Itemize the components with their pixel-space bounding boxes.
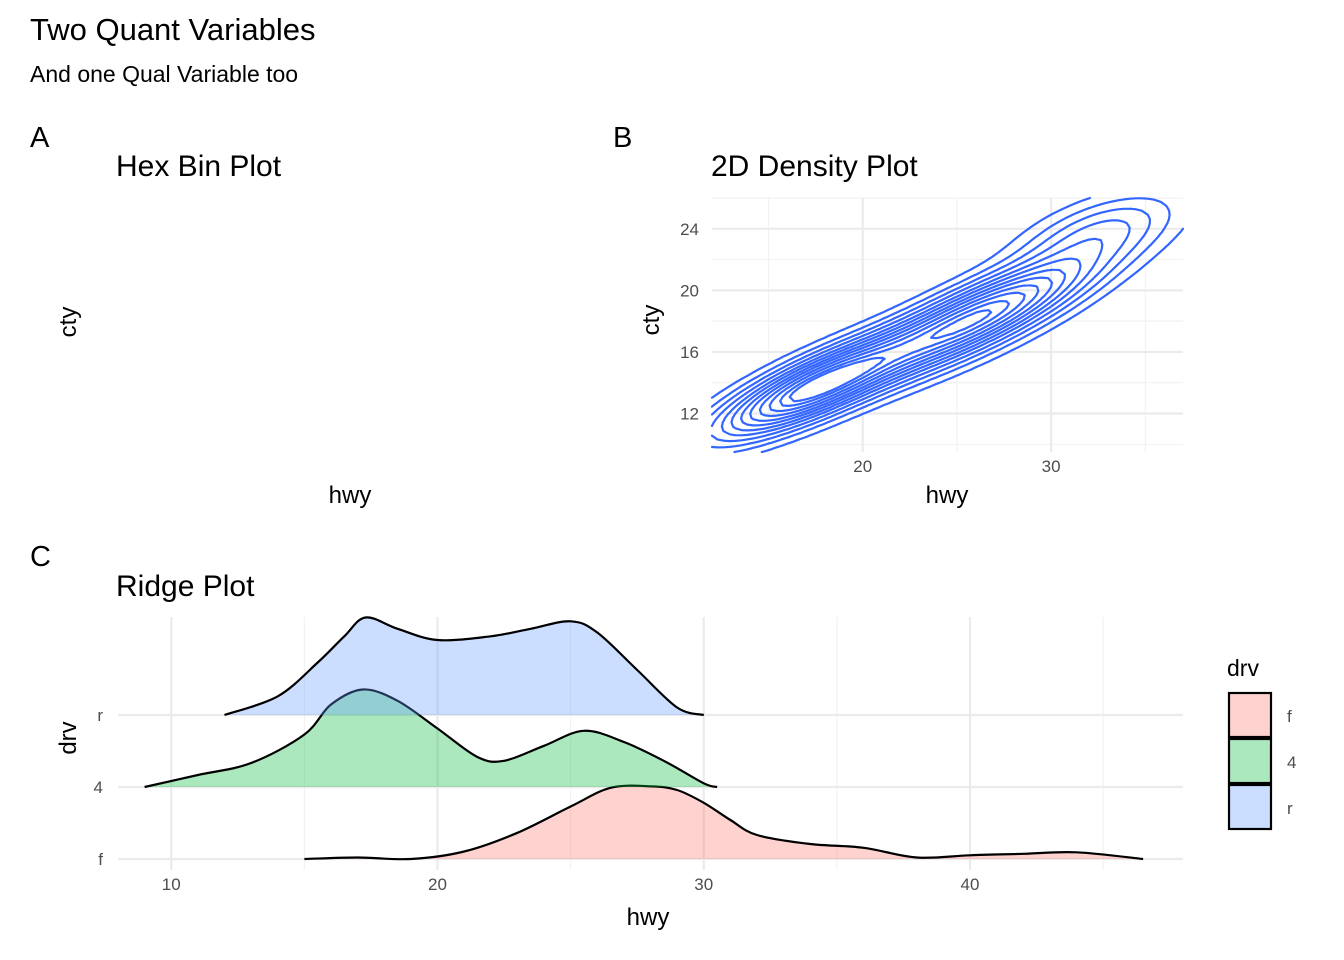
ridge-line-4 (144, 688, 718, 789)
panel-b-title: 2D Density Plot (711, 150, 918, 183)
density-contour (779, 300, 1010, 407)
x-tick-label: 10 (162, 875, 181, 894)
y-tick-label: 16 (680, 343, 699, 362)
panel-c-legend: drv f 4 r (1227, 655, 1296, 831)
panel-c-tag: C (30, 541, 51, 573)
panel-a-tag: A (30, 122, 50, 154)
panel-b: B 2D Density Plot 20 30 12 16 20 24 hwy cty (613, 122, 1185, 509)
panel-a-xlabel: hwy (329, 482, 372, 509)
figure-title: Two Quant Variables (30, 12, 315, 47)
ridge-fill-4 (144, 689, 718, 787)
density-contour (758, 284, 1040, 418)
panel-b-xlabel: hwy (926, 482, 969, 509)
density-contour (710, 197, 1171, 454)
density-contour (710, 196, 1185, 454)
ridge-fill-f (304, 785, 1144, 860)
x-tick-label: 20 (853, 457, 872, 476)
panel-b-ylabel: cty (638, 305, 665, 336)
ridge-line-f (304, 784, 1144, 861)
panel-b-tick-labels: 20 30 12 16 20 24 (680, 220, 1061, 476)
y-tick-label: 20 (680, 281, 699, 300)
y-tick-label: 12 (680, 405, 699, 424)
panel-a-title: Hex Bin Plot (116, 150, 282, 183)
density-contour (768, 291, 1026, 413)
density-contour (710, 219, 1131, 443)
legend-key-4 (1227, 737, 1273, 785)
panel-b-tag: B (613, 122, 632, 154)
panel-a-ylabel: cty (55, 307, 82, 338)
legend-key-r (1227, 783, 1273, 831)
density-contour (749, 276, 1054, 422)
panel-c-tick-labels: 10 20 30 40 f 4 r (94, 706, 980, 894)
x-tick-label: 30 (1042, 457, 1061, 476)
panel-c-gridlines (118, 617, 1183, 870)
y-tick-label: 4 (94, 778, 103, 797)
legend-label-4: 4 (1287, 753, 1296, 772)
legend-key-f (1227, 691, 1273, 739)
figure-subtitle: And one Qual Variable too (30, 61, 298, 87)
ridge-fill-r (224, 617, 704, 715)
legend-keys: f 4 r (1227, 691, 1296, 831)
density-contour (710, 207, 1151, 449)
density-contour (740, 268, 1066, 427)
x-tick-label: 40 (961, 875, 980, 894)
y-tick-label: 24 (680, 220, 699, 239)
y-tick-label: f (98, 850, 103, 869)
legend-title: drv (1227, 655, 1259, 681)
density-contour (720, 237, 1104, 437)
x-tick-label: 30 (694, 875, 713, 894)
panel-c-title: Ridge Plot (116, 570, 255, 603)
panel-c-xlabel: hwy (627, 904, 670, 931)
panel-a: A Hex Bin Plot hwy cty (30, 122, 371, 509)
panel-b-contours (710, 196, 1185, 454)
legend-label-f: f (1287, 707, 1292, 726)
panel-c-ylabel: drv (55, 721, 82, 754)
legend-label-r: r (1287, 799, 1293, 818)
ridge-line-r (224, 616, 705, 717)
x-tick-label: 20 (428, 875, 447, 894)
panel-c: C Ridge Plot 10 20 30 40 f 4 r hwy drv drv f 4 r (30, 541, 1296, 931)
density-contour (788, 309, 993, 403)
panel-c-ridges (144, 616, 1144, 861)
y-tick-label: r (97, 706, 103, 725)
density-contour (730, 257, 1082, 432)
